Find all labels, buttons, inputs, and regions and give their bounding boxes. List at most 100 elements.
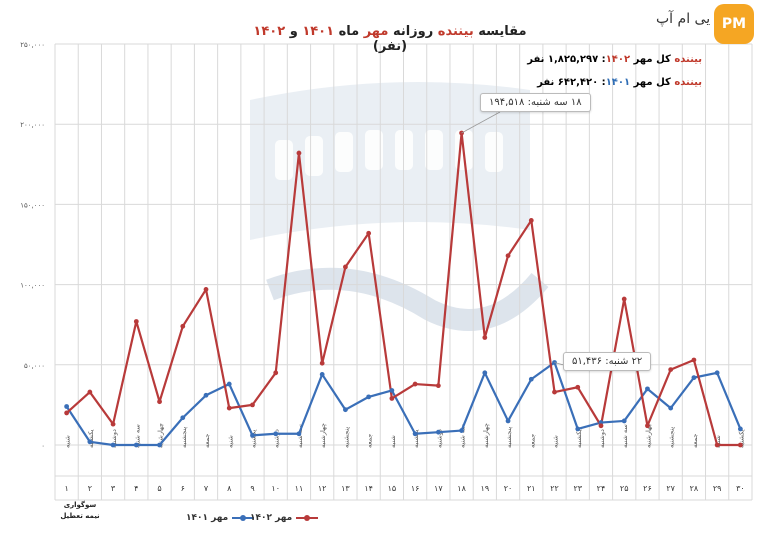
y-tick-label: ۱۵۰,۰۰۰: [20, 201, 45, 209]
x-day-label: ۱۳: [341, 484, 350, 493]
x-day-label: ۶: [181, 484, 185, 493]
x-day-label: ۱۰: [271, 484, 280, 493]
x-day-label: ۲۰: [504, 484, 513, 493]
holiday-line-2: نیمه تعطیل: [60, 512, 100, 520]
data-point-1401: [645, 386, 650, 392]
legend-1401: مهر ۱۴۰۱: [186, 513, 255, 523]
x-weekday-label: سه شنبه: [133, 424, 141, 448]
data-point-1401: [575, 426, 581, 432]
data-point-1401: [319, 372, 325, 377]
data-point-1401: [528, 376, 534, 382]
x-weekday-label: چهارشنبه: [644, 423, 652, 448]
x-day-label: ۵: [157, 484, 161, 493]
x-day-label: ۱۱: [295, 484, 304, 493]
x-day-label: ۳۰: [736, 484, 745, 493]
x-weekday-label: پنجشنبه: [342, 427, 350, 448]
total-1401: بیننده کل مهر ۱۴۰۱: ۶۴۲,۴۲۰ نفر: [537, 77, 702, 88]
x-day-label: ۲۵: [620, 484, 629, 493]
data-point-1402: [435, 383, 441, 389]
data-point-1401: [621, 418, 627, 424]
data-point-1401: [64, 404, 70, 409]
data-point-1401: [714, 370, 720, 376]
data-point-1401: [250, 432, 255, 438]
data-point-1401: [412, 431, 418, 437]
x-weekday-label: چهارشنبه: [319, 423, 327, 448]
x-weekday-label: پنجشنبه: [505, 427, 513, 448]
data-point-1402: [87, 389, 93, 395]
x-day-label: ۳: [111, 484, 116, 493]
data-point-1401: [552, 360, 557, 365]
data-point-1402: [598, 423, 604, 429]
x-day-label: ۲: [88, 484, 92, 493]
x-weekday-label: یکشنبه: [575, 429, 583, 448]
x-weekday-label: دوشنبه: [110, 429, 118, 448]
data-point-1402: [668, 367, 674, 373]
x-weekday-label: چهارشنبه: [157, 423, 165, 448]
legend-1401-label: مهر ۱۴۰۱: [186, 513, 229, 523]
x-weekday-label: پنجشنبه: [668, 427, 676, 448]
x-day-label: ۲۲: [550, 484, 559, 493]
legend-1402: مهر ۱۴۰۲: [250, 513, 319, 523]
x-weekday-label: یکشنبه: [737, 429, 745, 448]
x-weekday-label: سه شنبه: [296, 424, 304, 448]
x-day-label: ۲۸: [690, 484, 699, 493]
x-day-label: ۷: [204, 484, 209, 493]
legend-1402-label: مهر ۱۴۰۲: [250, 513, 293, 523]
x-weekday-label: دوشنبه: [598, 429, 606, 448]
data-point-1401: [505, 418, 511, 424]
callout-pointer-1402: [461, 111, 501, 134]
x-day-label: ۲۶: [643, 484, 652, 493]
x-weekday-label: جمعه: [366, 434, 374, 448]
x-weekday-label: شنبه: [389, 435, 397, 448]
x-weekday-label: جمعه: [203, 434, 211, 448]
x-day-label: ۱۴: [364, 484, 373, 493]
data-point-1402: [203, 287, 209, 292]
x-day-label: ۱۵: [388, 484, 397, 493]
x-day-label: ۲۷: [666, 484, 675, 493]
legend-1402-swatch: [296, 515, 319, 521]
x-day-label: ۱۶: [411, 484, 420, 493]
data-point-1401: [343, 407, 348, 413]
x-day-label: ۱۲: [318, 484, 327, 493]
data-point-1401: [389, 388, 395, 393]
x-weekday-label: چهارشنبه: [482, 423, 490, 448]
chart-title: مقایسه بیننده روزانه مهر ماه ۱۴۰۱ و ۱۴۰۲…: [253, 24, 527, 54]
x-weekday-label: سه شنبه: [621, 424, 629, 448]
callout-max-1401: ۲۲ شنبه: ۵۱,۴۳۶: [563, 352, 652, 371]
data-point-1402: [482, 335, 488, 340]
x-weekday-label: سه شنبه: [459, 424, 467, 448]
series-line-1402: [65, 131, 741, 447]
y-tick-label: ۲۰۰,۰۰۰: [20, 121, 45, 129]
data-point-1401: [691, 375, 697, 381]
data-point-1402: [180, 323, 186, 329]
data-point-1402: [621, 296, 627, 302]
holiday-line-1: سوگواری: [63, 501, 97, 509]
data-point-1402: [133, 319, 139, 324]
site-logo-text: یی ام آپ: [656, 11, 711, 27]
data-point-1401: [226, 381, 232, 387]
data-point-1402: [714, 442, 720, 448]
data-point-1401: [737, 426, 743, 432]
x-day-label: ۸: [227, 484, 232, 493]
data-point-1401: [203, 392, 209, 398]
x-day-label: ۲۹: [713, 484, 722, 493]
data-point-1401: [87, 439, 93, 445]
data-point-1401: [110, 442, 116, 448]
x-day-label: ۲۱: [527, 484, 536, 493]
data-point-1402: [691, 357, 697, 363]
x-day-label: ۹: [250, 484, 254, 493]
data-point-1402: [343, 264, 348, 270]
y-tick-label: ۱۰۰,۰۰۰: [20, 282, 45, 290]
data-point-1402: [366, 230, 372, 236]
data-point-1402: [389, 396, 395, 401]
data-point-1402: [226, 405, 232, 411]
x-weekday-label: جمعه: [691, 434, 699, 448]
data-point-1401: [133, 442, 139, 448]
x-day-label: ۱: [64, 484, 68, 493]
x-weekday-label: شنبه: [714, 435, 722, 448]
data-point-1401: [435, 429, 441, 435]
y-tick-label: ۲۵۰,۰۰۰: [20, 41, 45, 49]
data-point-1402: [157, 399, 162, 405]
data-point-1402: [552, 389, 557, 395]
